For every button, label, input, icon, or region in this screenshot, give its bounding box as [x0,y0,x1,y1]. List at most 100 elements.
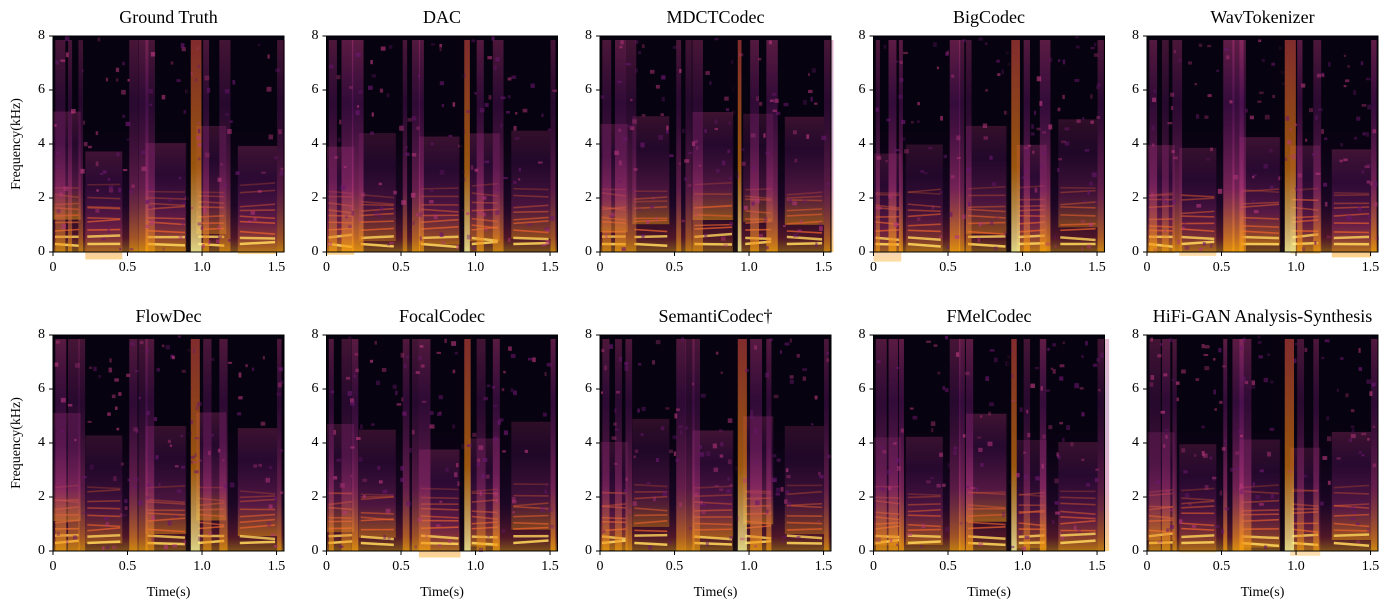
spectrogram-speck [962,434,966,438]
spectrogram-speck [1343,54,1347,57]
spectrogram-image [1147,335,1378,556]
spectrogram-harmonic [1333,533,1370,537]
spectrogram-speck [646,219,650,224]
spectrogram-speck [491,36,495,41]
spectrogram-speck [883,44,887,49]
spectrogram-speck [371,112,374,117]
spectrogram-speck [1361,432,1367,436]
spectrogram-speck [1327,480,1331,485]
spectrogram-band [1371,40,1377,252]
spectrogram-speck [640,142,645,148]
spectrogram-speck [544,489,547,494]
spectrogram-image [326,36,558,255]
spectrogram-speck [1058,455,1061,460]
spectrogram-speck [206,87,211,93]
x-tick-label: 1.5 [1088,559,1106,574]
spectrogram-speck [193,348,196,354]
spectrogram-speck [674,413,678,419]
spectrogram-speck [1344,79,1350,83]
spectrogram-speck [1092,363,1098,367]
spectrogram-speck [636,207,642,211]
spectrogram-speck [429,189,434,192]
spectrogram-speck [1336,457,1341,460]
spectrogram-speck [277,382,282,388]
spectrogram-speck [904,149,909,154]
spectrogram-speck [646,482,651,485]
spectrogram-speck [220,163,223,166]
spectrogram-speck [928,146,933,150]
spectrogram-speck [653,496,656,502]
spectrogram-speck [1322,73,1325,78]
spectrogram-speck [766,245,769,250]
spectrogram-speck [1084,149,1090,152]
spectrogram-harmonic [786,528,823,531]
spectrogram-harmonic [1181,522,1215,527]
spectrogram-speck [684,159,690,163]
spectrogram-speck [1210,243,1213,248]
spectrogram-harmonic [634,234,668,239]
spectrogram-speck [1215,525,1220,528]
spectrogram-harmonic [239,490,276,495]
spectrogram-speck [1229,468,1234,472]
spectrogram-speck [273,156,278,160]
y-tick-label: 6 [38,82,45,97]
spectrogram-speck [912,415,918,420]
spectrogram-band [129,339,138,551]
spectrogram-speck [224,113,230,116]
spectrogram-band [949,40,961,252]
spectrogram-speck [457,481,461,487]
spectrogram-speck [687,184,692,187]
spectrogram-speck [1025,227,1028,231]
spectrogram-speck [903,51,908,55]
spectrogram-speck [1191,525,1197,528]
spectrogram-speck [1018,531,1022,535]
spectrogram-speck [357,105,360,108]
spectrogram-speck [926,480,931,484]
x-tick-label: 1.5 [1362,260,1380,275]
spectrogram-speck [939,235,943,238]
spectrogram-harmonic [1181,235,1215,241]
spectrogram-speck [1321,129,1324,134]
spectrogram-speck [417,74,421,78]
spectrogram-speck [487,56,493,60]
spectrogram-speck [722,160,726,166]
spectrogram-harmonic [1241,235,1280,240]
spectrogram-speck [109,358,112,363]
spectrogram-speck [1212,358,1216,361]
spectrogram-speck [55,151,61,155]
spectrogram-speck [715,168,720,173]
spectrogram-speck [83,120,86,125]
spectrogram-speck [719,454,724,458]
spectrogram-harmonic [786,230,823,234]
spectrogram-speck [1004,110,1009,115]
silence [185,36,191,252]
spectrogram-speck [1203,353,1209,357]
spectrogram-speck [112,545,117,550]
spectrogram-speck [547,507,553,512]
spectrogram-band [750,40,760,252]
spectrogram-speck [921,524,926,529]
spectrogram-speck [396,403,402,406]
spectrogram-speck [421,400,427,403]
x-tick-label: 0 [597,559,604,574]
spectrogram-speck [1369,181,1373,186]
spectrogram-speck [417,355,423,361]
spectrogram-speck [482,196,487,200]
spectrogram-harmonic [513,216,549,221]
spectrogram-band [418,40,424,252]
y-tick-label: 6 [38,381,45,396]
spectrogram-speck [1245,108,1249,113]
spectrogram-speck [370,131,374,135]
spectrogram-speck [412,221,415,225]
spectrogram-harmonic [360,207,394,212]
spectrogram-speck [358,90,363,94]
spectrogram-band [1039,40,1051,252]
spectrogram-speck [1272,94,1276,99]
spectrogram-speck [131,184,135,188]
spectrogram-speck [382,489,388,494]
spectrogram-speck [270,533,276,536]
spectrogram-speck [479,108,485,113]
spectrogram-harmonic [420,208,459,213]
spectrogram-speck [629,126,635,131]
x-tick-label: 0.5 [939,559,957,574]
